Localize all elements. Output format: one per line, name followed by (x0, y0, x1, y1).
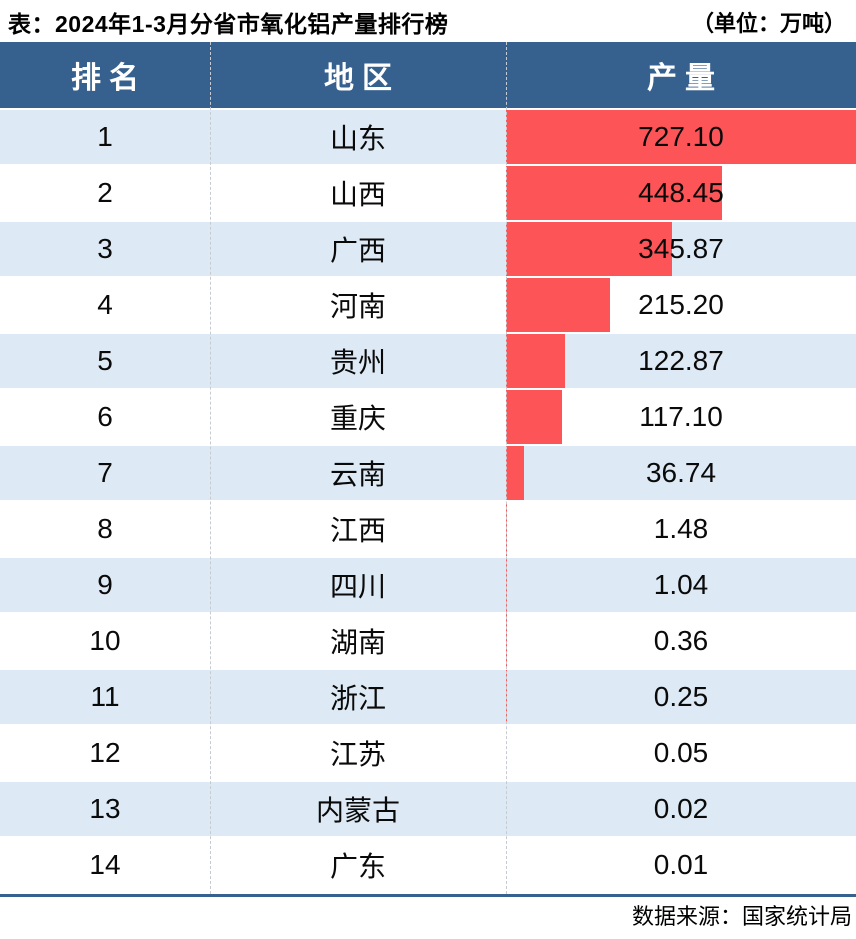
table-row: 3 广西 345.87 (0, 222, 856, 278)
rank-cell: 10 (89, 625, 121, 656)
value-text: 0.36 (653, 625, 709, 656)
region-cell: 重庆 (329, 403, 386, 434)
value-cell: 0.02 (506, 782, 856, 836)
value-text: 0.02 (653, 793, 709, 824)
value-text: 36.74 (645, 457, 717, 488)
table-row: 8 江西 1.48 (0, 502, 856, 558)
footer: 数据来源：国家统计局 (0, 897, 856, 939)
footer-divider (0, 894, 856, 897)
rank-cell: 3 (97, 233, 113, 264)
table-body: 1 山东 727.10 2 山西 448.45 3 广西 345.87 4 河南 215.20 5 贵州 1… (0, 110, 856, 894)
region-cell: 广西 (329, 235, 386, 266)
value-cell: 0.05 (506, 726, 856, 780)
title-bar: 表：2024年1-3月分省市氧化铝产量排行榜 （单位：万吨） (0, 0, 856, 42)
unit-label: （单位：万吨） (691, 11, 846, 36)
column-header-value: 产量 (647, 62, 723, 95)
value-bar (506, 502, 507, 556)
rank-cell: 13 (89, 793, 121, 824)
value-cell: 0.25 (506, 670, 856, 724)
ranking-table: 排名 地区 产量 1 山东 727.10 2 山西 448.45 3 广西 345.87 4 河南 2… (0, 42, 856, 894)
region-cell: 浙江 (329, 683, 386, 714)
value-text: 727.10 (638, 121, 724, 152)
value-bar (506, 390, 563, 444)
region-cell: 山东 (329, 123, 386, 154)
page-title: 表：2024年1-3月分省市氧化铝产量排行榜 (8, 11, 449, 37)
value-bar (506, 110, 856, 164)
value-cell: 215.20 (506, 278, 856, 332)
data-source-label: 数据来源：国家统计局 (631, 904, 852, 929)
table-row: 5 贵州 122.87 (0, 334, 856, 390)
table-row: 9 四川 1.04 (0, 558, 856, 614)
region-cell: 云南 (329, 459, 386, 490)
region-cell: 河南 (329, 291, 386, 322)
value-bar (506, 446, 524, 500)
rank-cell: 12 (89, 737, 121, 768)
value-bar (506, 558, 507, 612)
value-text: 0.05 (653, 737, 709, 768)
table-row: 1 山东 727.10 (0, 110, 856, 166)
table-row: 7 云南 36.74 (0, 446, 856, 502)
table-row: 6 重庆 117.10 (0, 390, 856, 446)
rank-cell: 6 (97, 401, 113, 432)
value-bar (506, 334, 566, 388)
region-cell: 四川 (329, 571, 386, 602)
value-cell: 0.36 (506, 614, 856, 668)
value-cell: 345.87 (506, 222, 856, 276)
value-cell: 1.04 (506, 558, 856, 612)
region-cell: 江苏 (329, 739, 386, 770)
table-row: 14 广东 0.01 (0, 838, 856, 894)
region-cell: 江西 (329, 515, 386, 546)
rank-cell: 14 (89, 849, 121, 880)
region-cell: 贵州 (329, 347, 386, 378)
value-bar (506, 278, 610, 332)
value-text: 0.01 (653, 849, 709, 880)
value-text: 117.10 (639, 401, 723, 432)
value-cell: 122.87 (506, 334, 856, 388)
table-row: 13 内蒙古 0.02 (0, 782, 856, 838)
rank-cell: 8 (97, 513, 113, 544)
value-cell: 36.74 (506, 446, 856, 500)
rank-cell: 9 (97, 569, 113, 600)
rank-cell: 1 (97, 121, 113, 152)
value-text: 448.45 (638, 177, 724, 208)
value-cell: 727.10 (506, 110, 856, 164)
value-cell: 117.10 (506, 390, 856, 444)
value-cell: 448.45 (506, 166, 856, 220)
table-header-row: 排名 地区 产量 (0, 42, 856, 110)
rank-cell: 5 (97, 345, 113, 376)
value-text: 1.04 (653, 569, 709, 600)
region-cell: 湖南 (329, 627, 386, 658)
value-text: 345.87 (638, 233, 724, 264)
value-cell: 0.01 (506, 838, 856, 892)
table-row: 11 浙江 0.25 (0, 670, 856, 726)
value-cell: 1.48 (506, 502, 856, 556)
region-cell: 广东 (329, 851, 386, 882)
value-text: 215.20 (638, 289, 724, 320)
region-cell: 山西 (329, 179, 386, 210)
column-header-region: 地区 (324, 62, 400, 95)
table-row: 4 河南 215.20 (0, 278, 856, 334)
table-row: 12 江苏 0.05 (0, 726, 856, 782)
column-header-rank: 排名 (71, 62, 147, 95)
table-row: 2 山西 448.45 (0, 166, 856, 222)
region-cell: 内蒙古 (315, 795, 400, 826)
table-row: 10 湖南 0.36 (0, 614, 856, 670)
value-text: 122.87 (638, 345, 724, 376)
rank-cell: 7 (97, 457, 113, 488)
rank-cell: 11 (90, 681, 120, 712)
value-bar (506, 166, 722, 220)
value-text: 0.25 (653, 681, 709, 712)
rank-cell: 2 (97, 177, 113, 208)
value-bar (506, 222, 673, 276)
value-text: 1.48 (653, 513, 709, 544)
rank-cell: 4 (97, 289, 113, 320)
